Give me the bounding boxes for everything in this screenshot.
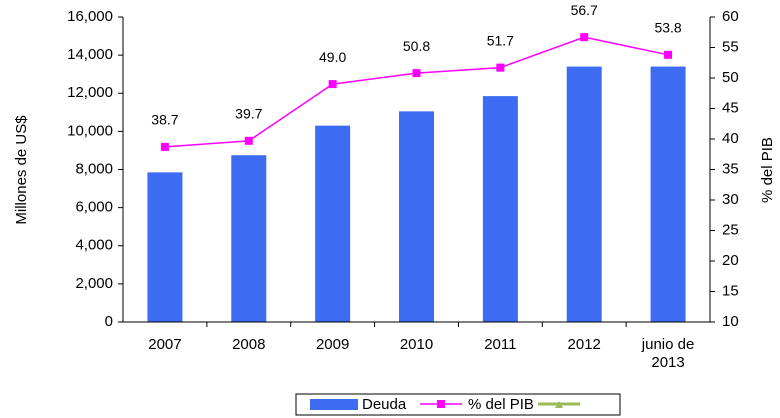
x-tick-label: junio de 2013 xyxy=(641,336,695,371)
bar xyxy=(399,111,434,322)
x-tick-label-box: 2007 xyxy=(148,336,182,353)
y2-tick-label: 20 xyxy=(722,252,739,269)
legend-symbol xyxy=(437,400,445,408)
x-tick-label-box: junio de 2013 xyxy=(641,336,695,371)
x-tick-label-box: 2012 xyxy=(567,336,601,353)
x-tick-label: 2008 xyxy=(232,336,266,353)
y-axis-title: Millones de US$ xyxy=(13,115,30,225)
data-label: 53.8 xyxy=(654,20,681,36)
data-label: 49.0 xyxy=(319,49,346,65)
legend-symbol xyxy=(310,399,358,410)
marker xyxy=(412,69,421,78)
y2-tick-label: 40 xyxy=(722,130,739,147)
bar xyxy=(147,172,183,322)
y-tick-label: 14,000 xyxy=(67,46,113,63)
bar xyxy=(315,125,351,322)
x-tick-label-box: 2010 xyxy=(399,336,434,353)
x-tick-label: 2009 xyxy=(315,336,350,353)
x-tick-label: 2010 xyxy=(399,336,434,353)
y-tick-label: 6,000 xyxy=(75,199,113,216)
y2-tick-label: 60 xyxy=(722,8,739,25)
data-label: 51.7 xyxy=(487,32,514,48)
y2-tick-label: 10 xyxy=(722,313,739,330)
data-label: 56.7 xyxy=(571,2,598,18)
bar xyxy=(231,155,267,322)
y-tick-label: 2,000 xyxy=(75,275,113,292)
x-tick-label: 2012 xyxy=(567,336,601,353)
legend-symbol xyxy=(555,401,563,408)
data-label: 38.7 xyxy=(151,112,178,128)
legend-label: Deuda xyxy=(362,396,407,413)
bar xyxy=(482,96,518,322)
x-tick-label: 2007 xyxy=(148,336,182,353)
marker xyxy=(664,50,673,59)
y-tick-label: 0 xyxy=(105,313,113,330)
y-tick-label: 16,000 xyxy=(67,8,113,25)
legend-label: % del PIB xyxy=(468,396,534,413)
marker xyxy=(496,63,505,72)
x-tick-label: 2011 xyxy=(484,336,517,353)
x-tick-label-box: 2011 xyxy=(484,336,517,353)
y2-tick-label: 30 xyxy=(722,191,739,208)
y2-tick-label: 15 xyxy=(722,282,739,299)
marker xyxy=(328,80,337,89)
y2-tick-label: 25 xyxy=(722,221,739,238)
bar xyxy=(650,66,686,322)
marker xyxy=(160,142,169,151)
data-label: 50.8 xyxy=(403,38,430,54)
y2-tick-label: 50 xyxy=(722,69,739,86)
y2-tick-label: 35 xyxy=(722,160,739,177)
y2-tick-label: 45 xyxy=(722,99,739,116)
y-tick-label: 8,000 xyxy=(75,160,113,177)
y-tick-label: 12,000 xyxy=(67,84,113,101)
marker xyxy=(580,33,589,42)
x-tick-label-box: 2009 xyxy=(315,336,350,353)
y-tick-label: 4,000 xyxy=(75,237,113,254)
y-tick-label: 10,000 xyxy=(67,122,113,139)
data-label: 39.7 xyxy=(235,106,262,122)
y2-axis-title: % del PIB xyxy=(759,137,776,203)
x-tick-label-box: 2008 xyxy=(232,336,266,353)
marker xyxy=(244,136,253,145)
bar xyxy=(566,66,602,322)
y2-tick-label: 55 xyxy=(722,38,739,55)
